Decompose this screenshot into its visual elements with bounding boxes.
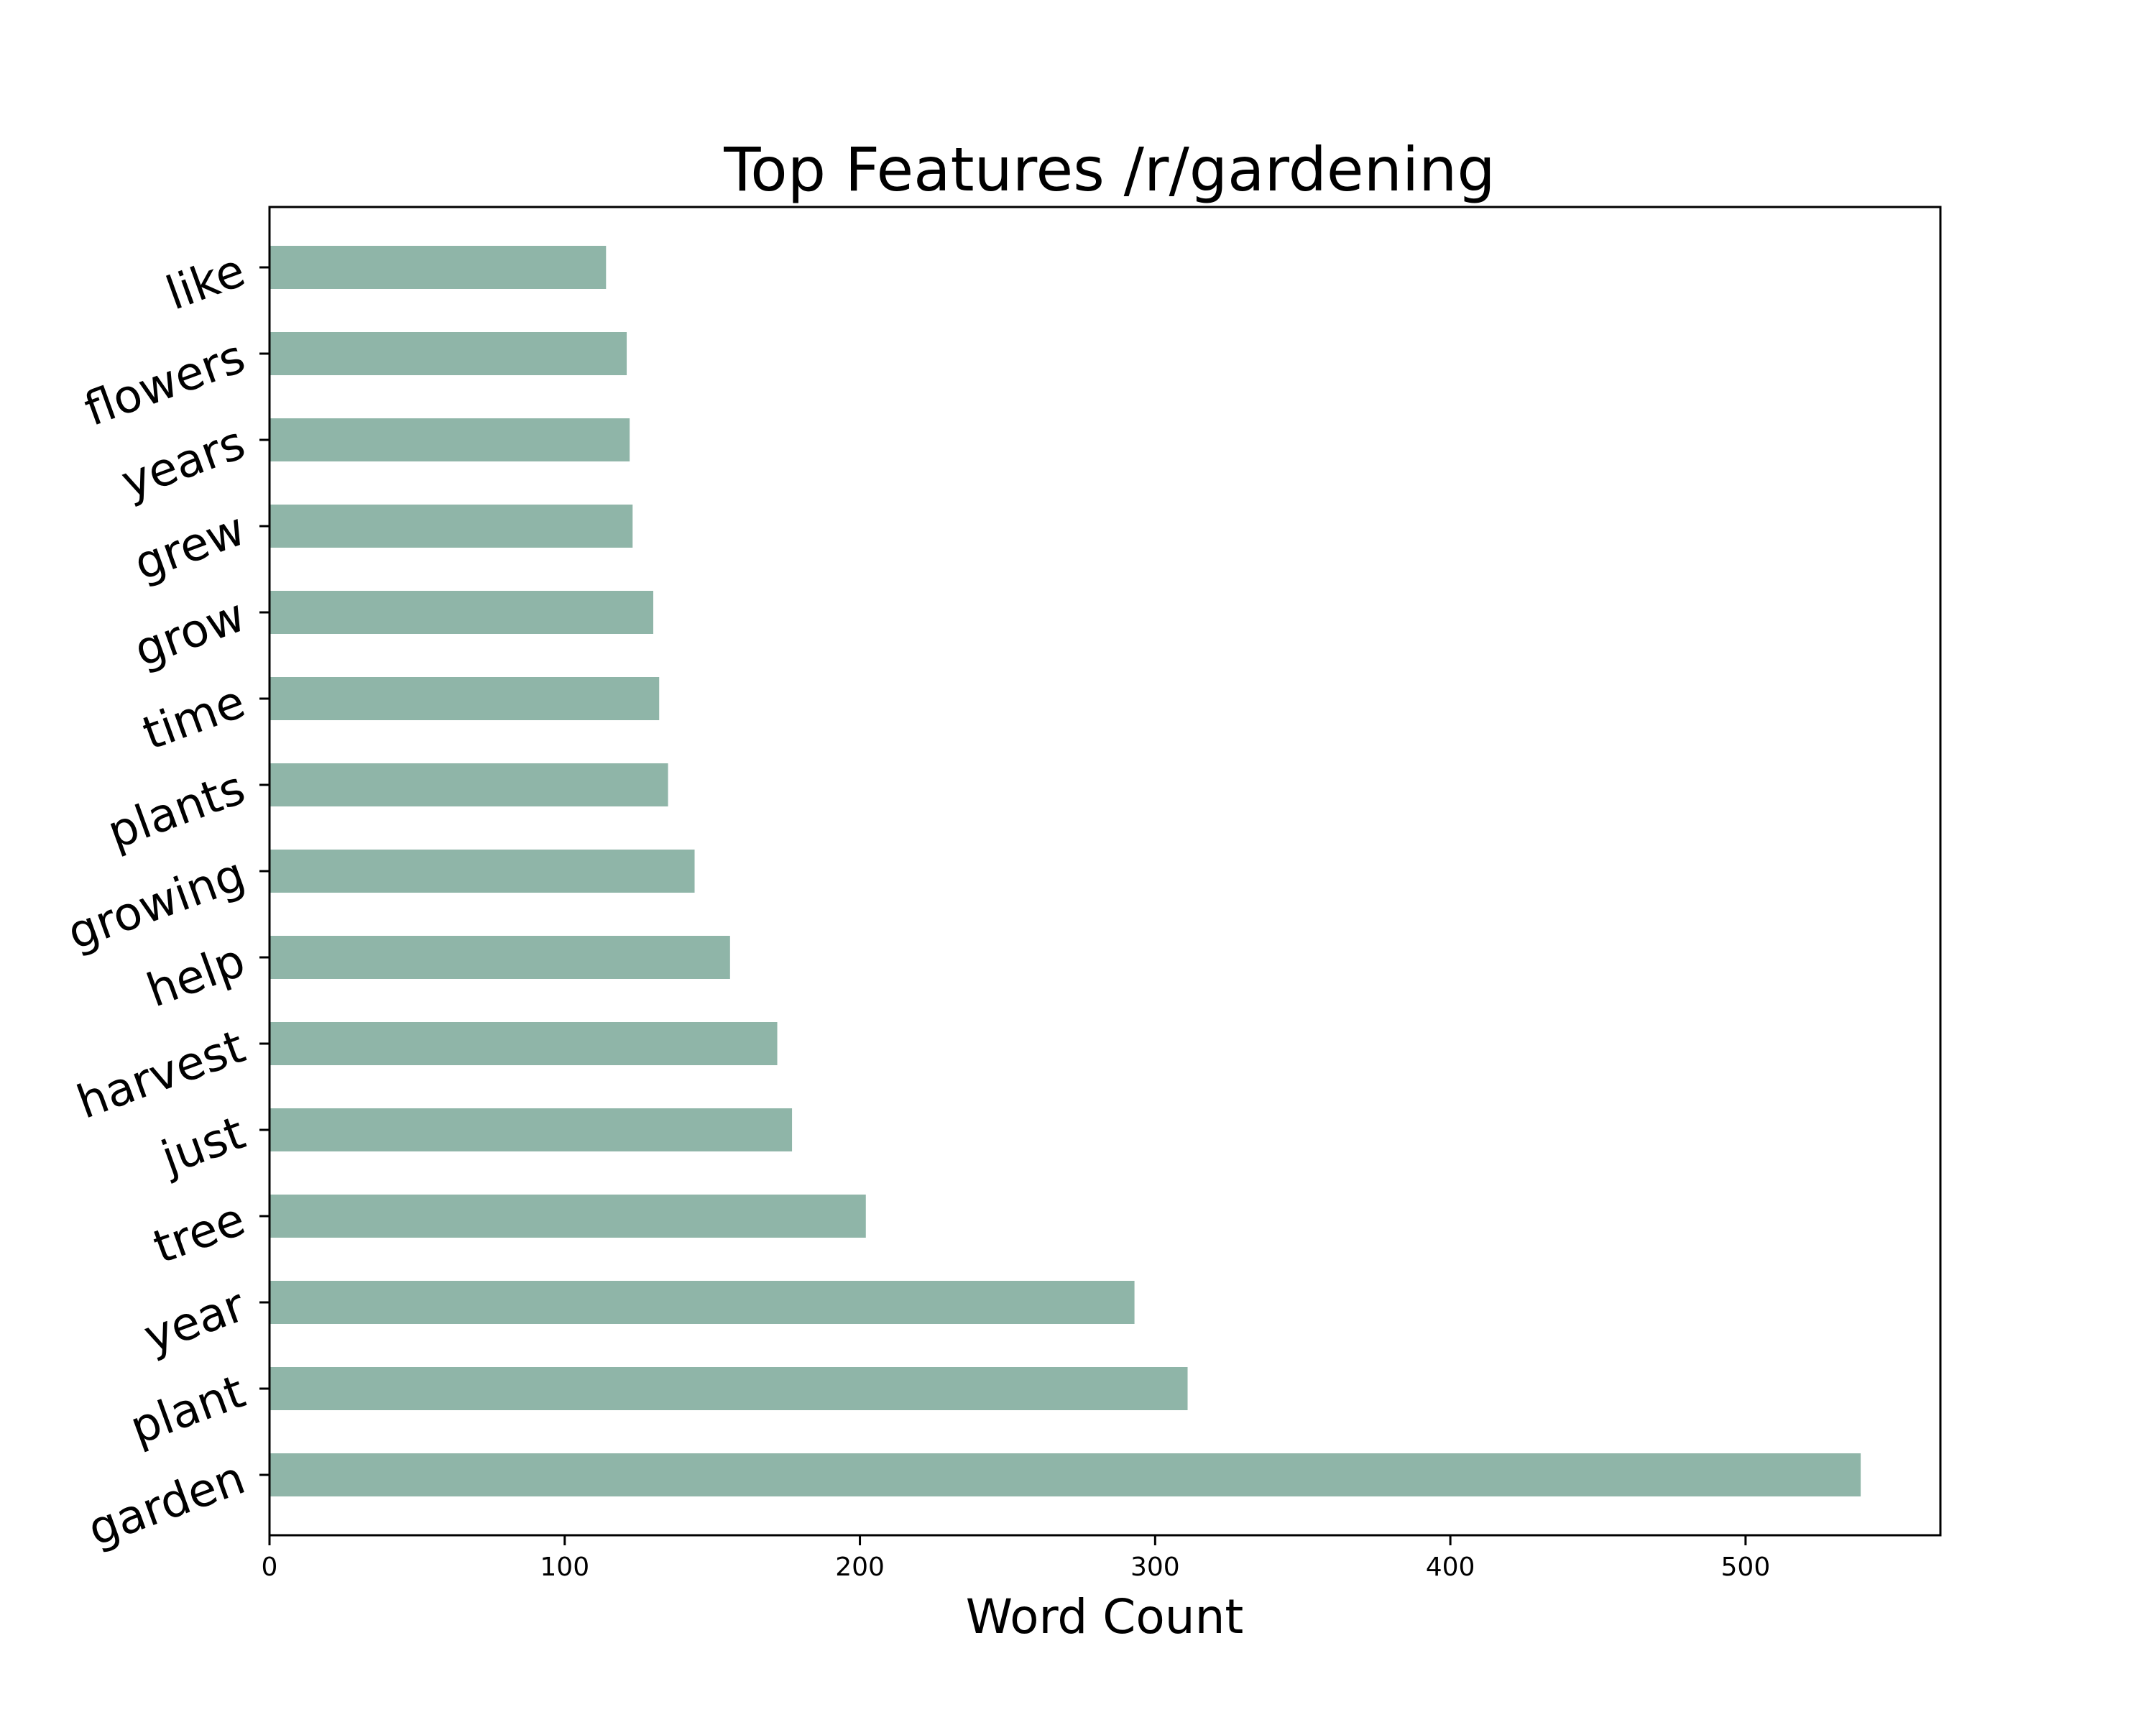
- bar-tree: [270, 1195, 866, 1238]
- y-tick-label-plant: plant: [124, 1365, 252, 1455]
- bar-just: [270, 1108, 793, 1151]
- bars-layer: [270, 246, 1861, 1496]
- y-tick-label-years: years: [115, 416, 252, 510]
- bar-grow: [270, 591, 654, 634]
- x-tick-label: 500: [1721, 1552, 1771, 1582]
- chart-title: Top Features /r/gardening: [723, 134, 1495, 205]
- x-tick-label: 200: [835, 1552, 885, 1582]
- bar-grew: [270, 505, 633, 548]
- x-axis: 0 100 200 300 400 500: [262, 1535, 1771, 1582]
- y-tick-label-plants: plants: [101, 761, 252, 860]
- bar-harvest: [270, 1022, 778, 1065]
- y-tick-label-just: just: [154, 1106, 252, 1185]
- bar-growing: [270, 850, 695, 893]
- bar-plant: [270, 1367, 1188, 1410]
- x-tick-label: 100: [540, 1552, 589, 1582]
- y-tick-label-grow: grow: [128, 589, 252, 677]
- bar-garden: [270, 1453, 1861, 1496]
- y-tick-label-garden: garden: [81, 1451, 252, 1557]
- x-axis-label: Word Count: [966, 1589, 1244, 1644]
- x-tick-label: 400: [1426, 1552, 1475, 1582]
- bar-years: [270, 418, 630, 461]
- bar-year: [270, 1281, 1135, 1324]
- y-tick-label-time: time: [136, 675, 252, 760]
- x-tick-label: 0: [262, 1552, 278, 1582]
- bar-like: [270, 246, 607, 289]
- y-tick-label-help: help: [140, 934, 252, 1018]
- y-tick-label-tree: tree: [147, 1192, 252, 1274]
- bar-plants: [270, 763, 668, 806]
- y-tick-label-year: year: [137, 1279, 252, 1364]
- bar-flowers: [270, 332, 627, 375]
- y-tick-label-grew: grew: [127, 502, 252, 591]
- y-axis: gardenplantyeartreejustharvesthelpgrowin…: [61, 244, 270, 1557]
- bar-help: [270, 936, 730, 979]
- bar-time: [270, 677, 660, 720]
- x-tick-label: 300: [1130, 1552, 1180, 1582]
- y-tick-label-like: like: [160, 244, 252, 321]
